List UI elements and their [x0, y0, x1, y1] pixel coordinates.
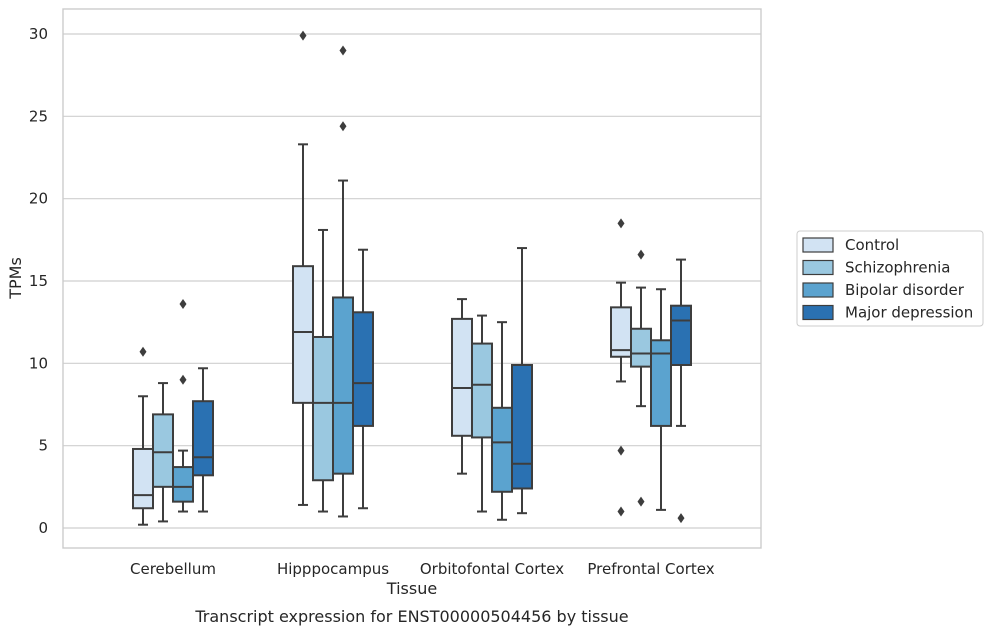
outlier-point: [299, 30, 307, 41]
box-body: [650, 339, 672, 427]
y-tick-label: 20: [29, 190, 48, 208]
legend-swatch: [802, 282, 834, 298]
box-body: [172, 466, 194, 503]
outlier-point: [139, 346, 147, 357]
box-3-3: [670, 258, 692, 524]
box-3-1: [630, 249, 652, 507]
x-tick-label: Prefrontal Cortex: [587, 560, 714, 578]
box-body: [152, 413, 174, 488]
box-body: [352, 311, 374, 427]
box-1-1: [312, 228, 334, 513]
y-tick-label: 5: [38, 437, 48, 455]
outlier-point: [339, 121, 347, 132]
x-tick-labels: Cerebellum Hipppocampus Orbitofontal Corte…: [130, 560, 715, 578]
box-2-0: [451, 298, 473, 475]
outlier-point: [179, 299, 187, 310]
outlier-point: [637, 496, 645, 507]
box-body: [491, 406, 513, 493]
box-body: [670, 304, 692, 366]
box-layer: [132, 30, 692, 526]
box-3-2: [650, 288, 672, 511]
box-body: [471, 342, 493, 439]
box-0-2: [172, 299, 194, 513]
legend-swatch: [802, 259, 834, 276]
box-2-2: [491, 321, 513, 521]
legend-label: Bipolar disorder: [845, 281, 965, 299]
y-tick-label: 30: [29, 25, 48, 43]
box-1-0: [292, 30, 314, 506]
x-tick-label: Cerebellum: [130, 560, 216, 578]
legend-entries: Control Schizophrenia Bipolar disorder Majo…: [802, 236, 973, 322]
y-tick-label: 15: [29, 272, 48, 290]
box-2-3: [511, 247, 533, 515]
y-tick-labels: 0 5 10 15 20 25 30: [29, 25, 48, 537]
legend-label: Control: [845, 236, 899, 254]
outlier-point: [637, 249, 645, 260]
plot-frame: [62, 8, 762, 549]
legend-swatch: [802, 304, 834, 321]
box-body: [132, 447, 154, 510]
box-body: [451, 317, 473, 437]
outlier-point: [617, 218, 625, 229]
box-0-3: [192, 367, 214, 513]
box-body: [332, 296, 354, 475]
x-tick-label: Orbitofontal Cortex: [420, 560, 564, 578]
box-body: [630, 327, 652, 368]
outlier-point: [677, 513, 685, 524]
box-2-1: [471, 314, 493, 513]
box-0-0: [132, 346, 154, 526]
legend: Control Schizophrenia Bipolar disorder Majo…: [796, 230, 984, 327]
legend-frame: [796, 230, 984, 327]
box-body: [511, 363, 533, 490]
box-3-0: [610, 218, 632, 517]
legend-swatch: [802, 237, 834, 253]
y-tick-label: 0: [38, 519, 48, 537]
box-0-1: [152, 382, 174, 523]
outlier-point: [617, 506, 625, 517]
outlier-point: [179, 374, 187, 385]
x-axis-title: Tissue: [386, 579, 437, 598]
box-body: [312, 335, 334, 482]
y-tick-label: 10: [29, 354, 48, 372]
outlier-point: [617, 445, 625, 456]
y-axis-title: TPMs: [6, 257, 25, 300]
y-tick-label: 25: [29, 107, 48, 125]
grid-layer: [63, 33, 761, 529]
box-body: [192, 400, 214, 477]
chart-caption: Transcript expression for ENST0000050445…: [194, 607, 628, 626]
box-body: [292, 265, 314, 404]
box-1-3: [352, 248, 374, 510]
legend-label: Schizophrenia: [845, 259, 950, 277]
x-tick-label: Hipppocampus: [277, 560, 389, 578]
legend-label: Major depression: [845, 304, 973, 322]
outlier-point: [339, 45, 347, 56]
